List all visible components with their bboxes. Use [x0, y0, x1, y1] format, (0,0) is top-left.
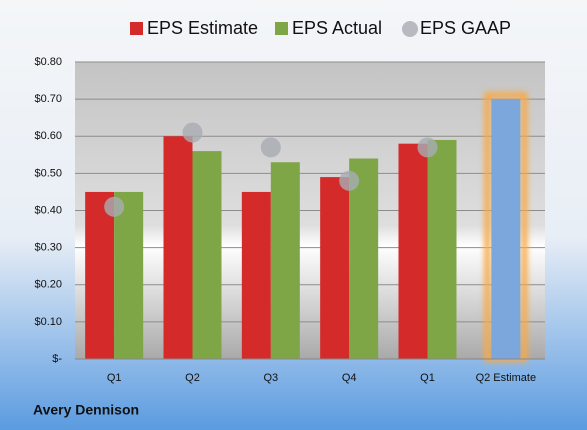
x-tick-label: Q2 Estimate — [476, 372, 537, 384]
bar — [114, 191, 144, 359]
bar — [491, 99, 521, 359]
y-tick-label: $0.40 — [34, 204, 62, 216]
legend-marker — [402, 21, 418, 37]
bar — [192, 151, 222, 359]
legend-label: EPS Estimate — [147, 18, 258, 38]
x-tick-label: Q4 — [342, 372, 357, 384]
y-tick-label: $0.10 — [34, 316, 62, 328]
bar — [163, 136, 193, 359]
x-tick-label: Q1 — [107, 372, 122, 384]
bar — [241, 191, 271, 359]
legend-label: EPS Actual — [292, 18, 382, 38]
legend-marker — [275, 22, 288, 35]
source: Avery Dennison — [33, 402, 139, 418]
y-tick-label: $0.60 — [34, 130, 62, 142]
y-tick-label: $0.70 — [34, 93, 62, 105]
x-tick-label: Q3 — [263, 372, 278, 384]
gaap-marker — [339, 170, 360, 191]
bar — [85, 191, 115, 359]
x-tick-label: Q1 — [420, 372, 435, 384]
gaap-marker — [417, 137, 438, 158]
gaap-marker — [104, 196, 125, 217]
gaap-marker — [182, 122, 203, 143]
y-tick-label: $0.80 — [34, 56, 62, 68]
bar — [398, 143, 428, 359]
gaap-marker — [260, 137, 281, 158]
y-tick-label: $0.20 — [34, 279, 62, 291]
y-tick-label: $0.30 — [34, 242, 62, 254]
bar — [349, 158, 379, 359]
bar — [270, 162, 300, 359]
legend-label: EPS GAAP — [420, 18, 511, 38]
bar — [427, 139, 457, 359]
legend-marker — [130, 22, 143, 35]
bar — [320, 177, 350, 359]
y-tick-label: $- — [52, 353, 62, 365]
y-tick-label: $0.50 — [34, 167, 62, 179]
x-tick-label: Q2 — [185, 372, 200, 384]
